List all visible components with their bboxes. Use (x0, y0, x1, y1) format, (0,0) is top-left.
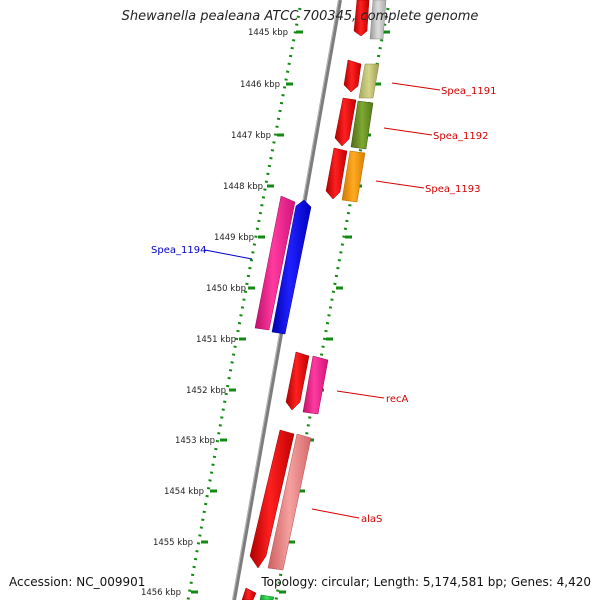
topology-summary: Topology: circular; Length: 5,174,581 bp… (261, 575, 591, 589)
gene-feature-red-top[interactable] (353, 0, 370, 37)
tick-label: 1456 kbp (141, 588, 181, 598)
gene-feature-olive-light-1191[interactable] (358, 63, 380, 99)
gene-feature-blue-1194[interactable] (271, 199, 312, 335)
gene-feature-red-bottom[interactable] (241, 587, 257, 600)
gene-feature-magenta-1194[interactable] (254, 195, 296, 331)
leader-spea-1192 (383, 127, 433, 136)
gene-label-spea-1191[interactable]: Spea_1191 (441, 86, 496, 97)
tick-label: 1445 kbp (248, 28, 288, 38)
leader-recA (336, 390, 385, 399)
gene-label-spea-1193[interactable]: Spea_1193 (425, 184, 480, 195)
accession-label: Accession: NC_009901 (9, 575, 146, 589)
gene-feature-salmon-alaS[interactable] (267, 433, 312, 571)
gene-feature-olive-dark-1192[interactable] (350, 100, 374, 150)
gene-feature-red-1191[interactable] (343, 59, 362, 93)
gene-feature-red-1193[interactable] (325, 147, 348, 200)
gene-label-alaS[interactable]: alaS (361, 514, 382, 525)
tick-label: 1448 kbp (223, 182, 263, 192)
label-leaders (204, 82, 441, 519)
tick-label: 1451 kbp (196, 335, 236, 345)
leader-spea-1194 (204, 249, 253, 260)
tick-label: 1446 kbp (240, 80, 280, 90)
gene-label-spea-1194[interactable]: Spea_1194 (151, 245, 206, 256)
gene-feature-red-alaS[interactable] (249, 429, 295, 569)
leader-spea-1193 (375, 180, 425, 189)
leader-alaS (311, 508, 360, 519)
gene-feature-green-bottom[interactable] (259, 594, 275, 600)
gene-label-recA[interactable]: recA (386, 394, 409, 405)
gene-feature-red-recA[interactable] (285, 351, 310, 411)
map-title: Shewanella pealeana ATCC 700345, complet… (121, 9, 479, 24)
tick-label: 1454 kbp (164, 487, 204, 497)
tick-label: 1447 kbp (231, 131, 271, 141)
tick-label: 1455 kbp (153, 538, 193, 548)
tick-label: 1452 kbp (186, 386, 226, 396)
tick-labels: 1445 kbp 1446 kbp 1447 kbp 1448 kbp 1449… (141, 28, 288, 598)
leader-spea-1191 (391, 82, 441, 91)
gene-labels: Spea_1191 Spea_1192 Spea_1193 Spea_1194 … (151, 86, 496, 525)
gene-feature-red-1192[interactable] (334, 97, 357, 147)
tick-label: 1450 kbp (206, 284, 246, 294)
gene-feature-magenta-recA[interactable] (302, 355, 329, 415)
gene-label-spea-1192[interactable]: Spea_1192 (433, 131, 488, 142)
gene-feature-grey-top[interactable] (369, 0, 387, 40)
tick-label: 1453 kbp (175, 436, 215, 446)
tick-label: 1449 kbp (214, 233, 254, 243)
major-ticks-left (191, 30, 303, 594)
gene-feature-orange-1193[interactable] (341, 150, 366, 203)
